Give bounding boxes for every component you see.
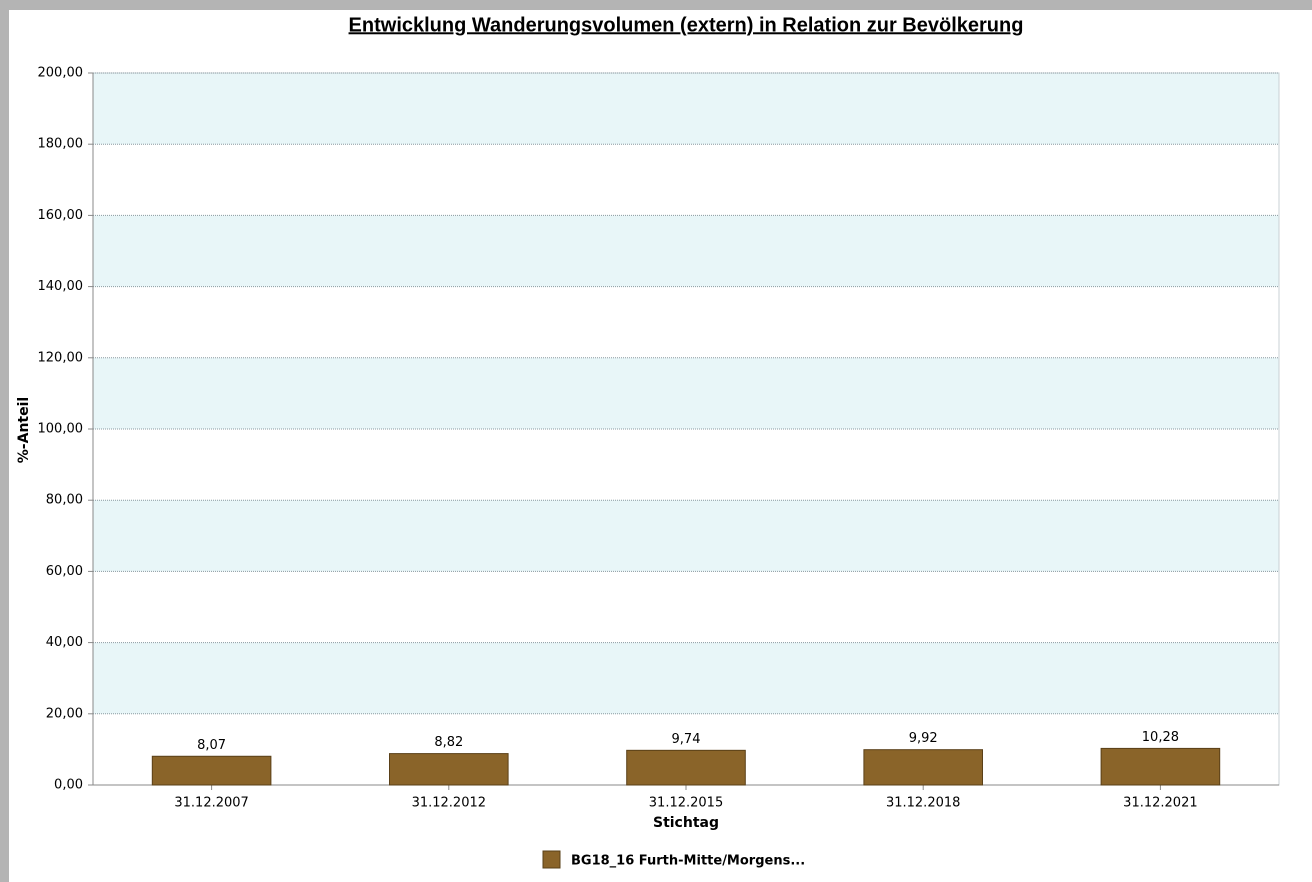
value-label: 8,07: [197, 738, 226, 753]
x-tick-label: 31.12.2021: [1123, 796, 1197, 811]
window-frame-top: [0, 0, 1312, 10]
y-tick-label: 60,00: [46, 564, 83, 579]
bar: [626, 749, 746, 786]
value-label: 10,28: [1142, 730, 1179, 745]
y-tick-label: 200,00: [38, 66, 84, 81]
x-tick-label: 31.12.2007: [174, 796, 248, 811]
value-label: 9,92: [909, 731, 938, 746]
y-tick-label: 80,00: [46, 493, 83, 508]
grid-band: [93, 642, 1279, 714]
y-tick-label: 180,00: [38, 137, 84, 152]
y-tick-label: 40,00: [46, 635, 83, 650]
y-tick-label: 0,00: [54, 778, 83, 793]
x-tick-label: 31.12.2012: [412, 796, 486, 811]
y-tick-label: 140,00: [38, 279, 84, 294]
chart-title: Entwicklung Wanderungsvolumen (extern) i…: [349, 14, 1024, 36]
bar: [1100, 747, 1221, 786]
bar: [863, 749, 984, 786]
grid-band: [93, 73, 1279, 145]
grid-band: [93, 215, 1279, 287]
bar: [151, 755, 272, 786]
window-frame-left: [0, 0, 9, 882]
bar: [389, 753, 509, 786]
value-label: 8,82: [434, 735, 463, 750]
x-axis-label: Stichtag: [653, 815, 719, 831]
x-tick-label: 31.12.2015: [649, 796, 723, 811]
grid-band: [93, 500, 1279, 572]
legend-swatch: [542, 850, 561, 869]
y-axis-label: %-Anteil: [16, 397, 32, 463]
legend-label: BG18_16 Furth-Mitte/Morgens...: [571, 854, 805, 869]
y-tick-label: 120,00: [38, 350, 84, 365]
value-label: 9,74: [672, 732, 701, 747]
x-tick-label: 31.12.2018: [886, 796, 960, 811]
y-tick-label: 100,00: [38, 422, 84, 437]
grid-band: [93, 357, 1279, 429]
y-tick-label: 20,00: [46, 706, 83, 721]
y-tick-label: 160,00: [38, 208, 84, 223]
